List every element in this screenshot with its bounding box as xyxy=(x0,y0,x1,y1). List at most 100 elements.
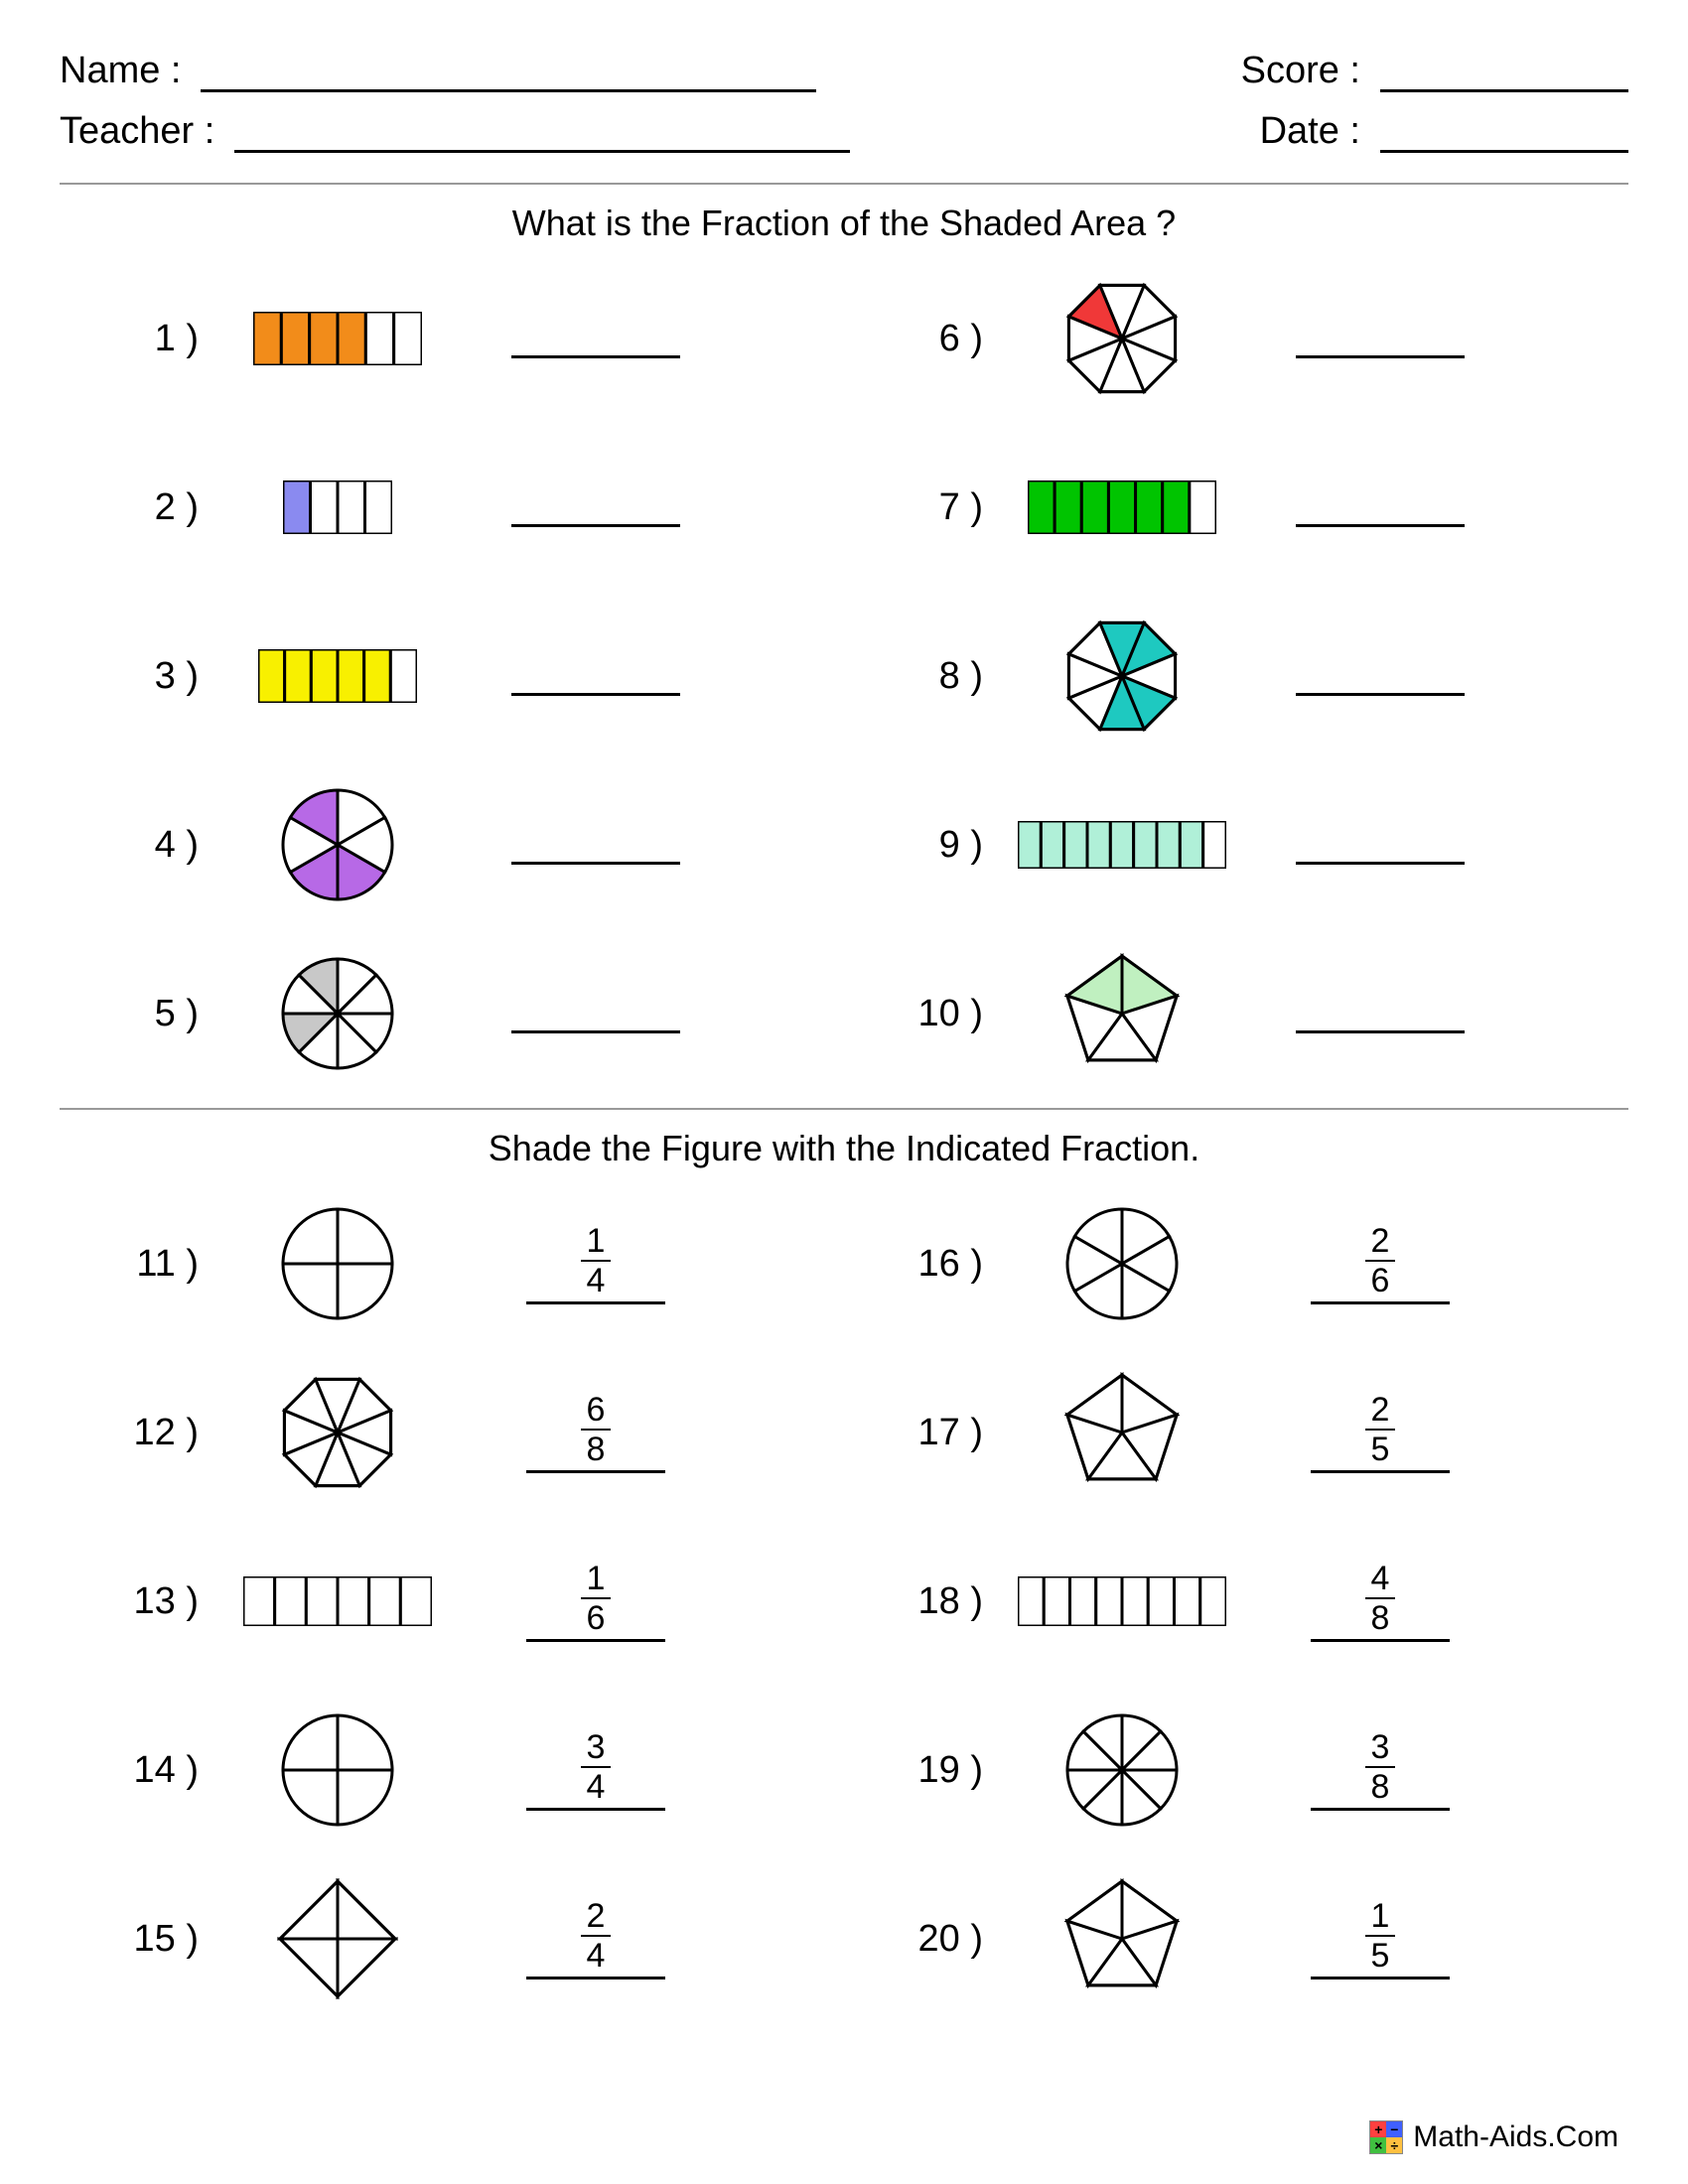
problem: 16 )26 xyxy=(864,1199,1609,1328)
problem: 6 ) xyxy=(864,274,1609,403)
problem: 3 ) xyxy=(79,612,824,741)
score-blank[interactable] xyxy=(1380,55,1628,92)
problem-figure xyxy=(1003,949,1241,1078)
date-field: Date : xyxy=(1260,110,1628,153)
footer-text: Math-Aids.Com xyxy=(1413,2120,1618,2154)
answer-area[interactable] xyxy=(1281,319,1479,358)
problem-figure xyxy=(1003,612,1241,741)
answer-blank[interactable] xyxy=(511,656,680,696)
answer-area[interactable] xyxy=(496,656,695,696)
answer-area[interactable]: 38 xyxy=(1281,1730,1479,1811)
answer-blank[interactable] xyxy=(526,1639,665,1642)
problem: 17 ) 25 xyxy=(864,1368,1609,1497)
problem-number: 13 ) xyxy=(79,1580,218,1623)
answer-area[interactable] xyxy=(496,319,695,358)
section2-grid: 11 )1416 )2612 )6817 )2513 )1618 )4814 )… xyxy=(60,1199,1628,2003)
date-blank[interactable] xyxy=(1380,115,1628,153)
problem-figure xyxy=(218,1368,457,1497)
answer-area[interactable] xyxy=(1281,656,1479,696)
answer-blank[interactable] xyxy=(1296,656,1465,696)
answer-blank[interactable] xyxy=(1311,1977,1450,1979)
answer-blank[interactable] xyxy=(511,825,680,865)
problem: 19 ) 38 xyxy=(864,1706,1609,1835)
problem: 1 ) xyxy=(79,274,824,403)
problem-figure xyxy=(1003,1537,1241,1666)
problem: 12 ) 68 xyxy=(79,1368,824,1497)
problem: 9 ) xyxy=(864,780,1609,909)
answer-area[interactable] xyxy=(1281,487,1479,527)
problem-number: 18 ) xyxy=(864,1580,1003,1623)
answer-area[interactable]: 24 xyxy=(496,1899,695,1979)
answer-blank[interactable] xyxy=(1311,1470,1450,1473)
problem-number: 5 ) xyxy=(79,993,218,1035)
problem: 7 ) xyxy=(864,443,1609,572)
problem-number: 12 ) xyxy=(79,1412,218,1454)
problem-figure xyxy=(218,443,457,572)
problem-number: 9 ) xyxy=(864,824,1003,867)
problem: 2 ) xyxy=(79,443,824,572)
problem-figure xyxy=(218,780,457,909)
problem-number: 2 ) xyxy=(79,486,218,529)
problem: 14 ) 34 xyxy=(79,1706,824,1835)
answer-area[interactable]: 34 xyxy=(496,1730,695,1811)
answer-area[interactable] xyxy=(1281,994,1479,1033)
problem-figure xyxy=(1003,443,1241,572)
answer-blank[interactable] xyxy=(1311,1639,1450,1642)
problem: 5 ) xyxy=(79,949,824,1078)
score-label: Score : xyxy=(1241,50,1360,92)
answer-blank[interactable] xyxy=(1296,825,1465,865)
answer-blank[interactable] xyxy=(1296,994,1465,1033)
fraction: 38 xyxy=(1365,1730,1396,1804)
problem-figure xyxy=(1003,1368,1241,1497)
teacher-label: Teacher : xyxy=(60,110,214,153)
answer-area[interactable]: 25 xyxy=(1281,1393,1479,1473)
teacher-blank[interactable] xyxy=(234,115,850,153)
problem: 4 ) xyxy=(79,780,824,909)
section2-title: Shade the Figure with the Indicated Frac… xyxy=(60,1128,1628,1169)
divider-top xyxy=(60,183,1628,185)
problem-number: 17 ) xyxy=(864,1412,1003,1454)
problem-number: 15 ) xyxy=(79,1918,218,1961)
problem-figure xyxy=(218,1199,457,1328)
answer-area[interactable]: 48 xyxy=(1281,1562,1479,1642)
footer-logo-icon: +−×÷ xyxy=(1369,2120,1403,2154)
problem-number: 7 ) xyxy=(864,486,1003,529)
problem-figure xyxy=(218,1874,457,2003)
answer-area[interactable]: 14 xyxy=(496,1224,695,1304)
problem: 8 ) xyxy=(864,612,1609,741)
answer-area[interactable] xyxy=(496,994,695,1033)
answer-area[interactable] xyxy=(496,825,695,865)
problem-number: 10 ) xyxy=(864,993,1003,1035)
problem-number: 19 ) xyxy=(864,1749,1003,1792)
answer-area[interactable]: 15 xyxy=(1281,1899,1479,1979)
problem-number: 20 ) xyxy=(864,1918,1003,1961)
answer-blank[interactable] xyxy=(1296,487,1465,527)
worksheet-page: { "header": { "name_label": "Name :", "t… xyxy=(0,0,1688,2184)
answer-blank[interactable] xyxy=(1311,1301,1450,1304)
answer-blank[interactable] xyxy=(526,1470,665,1473)
problem-figure xyxy=(1003,780,1241,909)
problem-figure xyxy=(1003,1199,1241,1328)
answer-blank[interactable] xyxy=(511,994,680,1033)
answer-area[interactable] xyxy=(1281,825,1479,865)
problem-figure xyxy=(218,949,457,1078)
answer-area[interactable]: 68 xyxy=(496,1393,695,1473)
problem: 15 ) 24 xyxy=(79,1874,824,2003)
answer-blank[interactable] xyxy=(526,1301,665,1304)
name-blank[interactable] xyxy=(201,55,816,92)
answer-blank[interactable] xyxy=(511,487,680,527)
problem-number: 6 ) xyxy=(864,318,1003,360)
answer-blank[interactable] xyxy=(526,1977,665,1979)
answer-blank[interactable] xyxy=(1311,1808,1450,1811)
answer-blank[interactable] xyxy=(511,319,680,358)
problem-number: 1 ) xyxy=(79,318,218,360)
name-field: Name : xyxy=(60,50,816,92)
answer-blank[interactable] xyxy=(1296,319,1465,358)
problem-figure xyxy=(1003,1706,1241,1835)
problem-number: 14 ) xyxy=(79,1749,218,1792)
answer-area[interactable]: 16 xyxy=(496,1562,695,1642)
answer-area[interactable]: 26 xyxy=(1281,1224,1479,1304)
fraction: 34 xyxy=(581,1730,612,1804)
answer-blank[interactable] xyxy=(526,1808,665,1811)
answer-area[interactable] xyxy=(496,487,695,527)
